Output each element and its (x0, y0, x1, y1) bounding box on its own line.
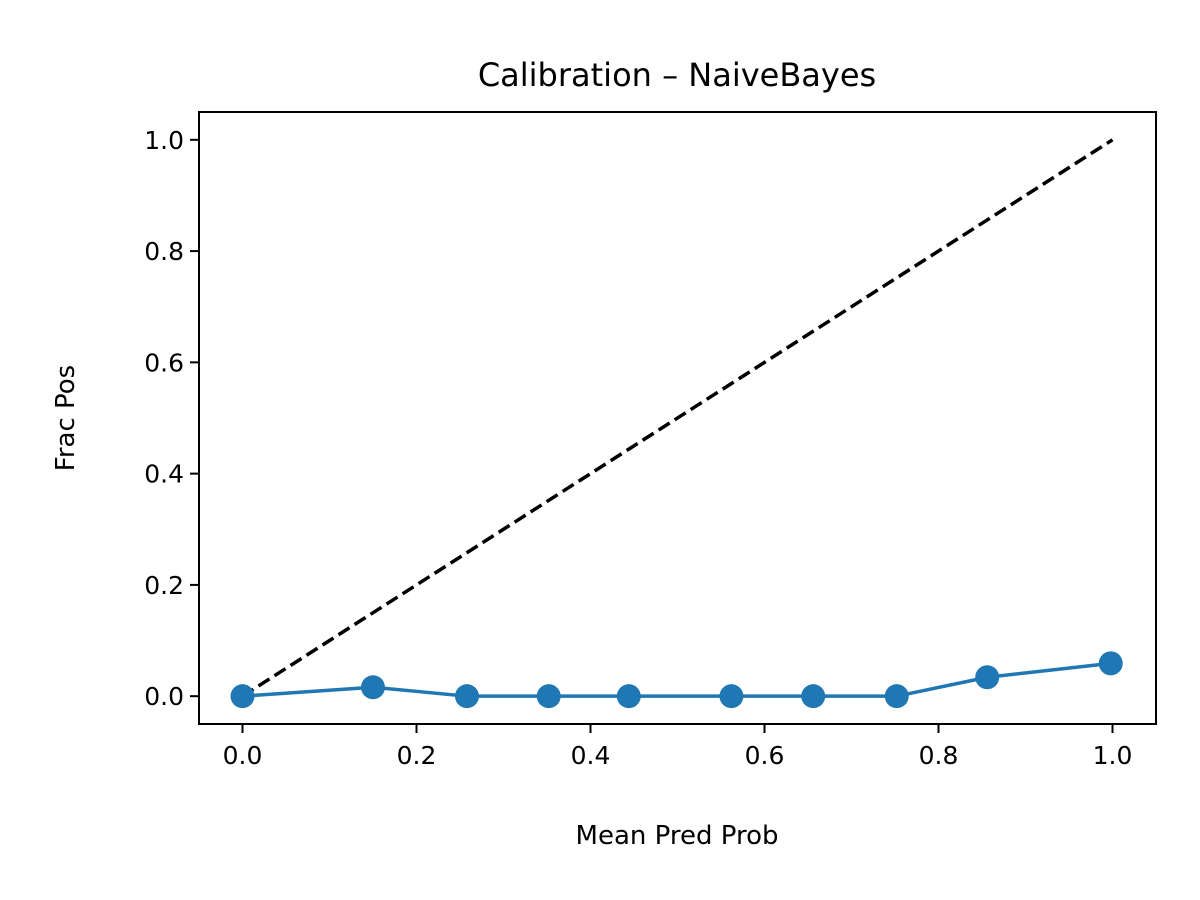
x-tick-label-2: 0.4 (571, 741, 611, 770)
data-point-6 (801, 684, 826, 709)
data-point-5 (719, 684, 744, 709)
plot-area (230, 138, 1123, 709)
x-axis-label: Mean Pred Prob (576, 821, 779, 851)
chart-title: Calibration – NaiveBayes (478, 56, 876, 94)
data-point-4 (616, 684, 641, 709)
calibration-line (242, 661, 1111, 698)
x-tick-label-1: 0.2 (397, 741, 437, 770)
data-point-3 (536, 684, 561, 709)
data-point-9 (1098, 651, 1123, 676)
y-tick-label-2: 0.4 (144, 460, 184, 489)
y-tick-label-0: 0.0 (144, 682, 184, 711)
data-point-7 (884, 684, 909, 709)
y-axis-label: Frac Pos (51, 365, 81, 471)
y-axis: 0.0 0.2 0.4 0.6 0.8 1.0 (144, 126, 199, 711)
data-point-0 (230, 684, 255, 709)
data-point-1 (361, 675, 385, 700)
x-tick-label-4: 0.8 (919, 741, 959, 770)
data-point-2 (454, 684, 479, 709)
y-tick-label-5: 1.0 (144, 126, 184, 155)
y-tick-label-3: 0.6 (144, 348, 184, 377)
y-tick-label-1: 0.2 (144, 571, 184, 600)
x-axis: 0.0 0.2 0.4 0.6 0.8 1.0 (223, 724, 1133, 770)
y-tick-label-4: 0.8 (144, 237, 184, 266)
x-tick-label-5: 1.0 (1093, 741, 1133, 770)
plot-frame (198, 111, 1157, 725)
data-point-8 (975, 665, 1000, 690)
x-tick-label-0: 0.0 (223, 741, 263, 770)
reference-diagonal-line (241, 138, 1114, 698)
x-tick-label-3: 0.6 (745, 741, 785, 770)
